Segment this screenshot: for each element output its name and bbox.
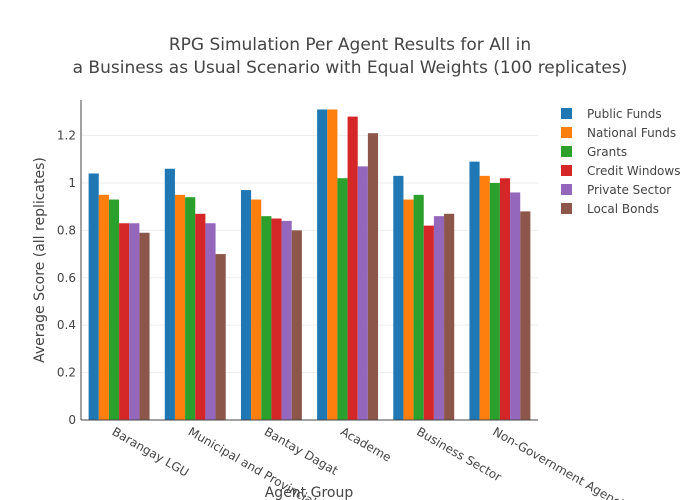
legend-swatch [561, 127, 572, 138]
gridlines [81, 135, 538, 374]
legend-swatch [561, 165, 572, 176]
x-tick-label: Bantay Dagat [262, 424, 341, 477]
legend-swatch [561, 203, 572, 214]
bar [88, 173, 99, 420]
legend-swatch [561, 184, 572, 195]
bar [174, 194, 186, 420]
y-tick-label: 0.4 [57, 318, 76, 332]
bar [215, 254, 226, 420]
bar [327, 109, 338, 421]
bar [291, 230, 302, 420]
y-tick-label: 0.6 [57, 271, 76, 285]
bar [205, 223, 216, 420]
bar [139, 232, 150, 420]
x-tick-label: Academe [338, 424, 394, 464]
bar [164, 168, 175, 420]
bar [489, 182, 500, 420]
bar [423, 225, 434, 420]
bar [444, 213, 455, 420]
bar [240, 190, 252, 420]
bar [261, 216, 272, 420]
y-tick-label: 0.8 [57, 223, 76, 237]
chart-title-line-1: RPG Simulation Per Agent Results for All… [169, 35, 531, 55]
legend-swatch [561, 108, 572, 119]
legend-label: Private Sector [587, 183, 671, 197]
bar [520, 211, 531, 420]
legend: Public Funds National Funds Grants Credit W… [561, 107, 680, 216]
y-tick-label: 1.2 [57, 129, 76, 143]
chart-title-line-2: a Business as Usual Scenario with Equal … [73, 58, 628, 78]
bar [317, 109, 328, 421]
y-tick-label: 0.2 [57, 366, 76, 380]
x-axis-title: Agent Group [265, 485, 354, 500]
bar [367, 133, 379, 420]
bar [403, 199, 414, 420]
y-tick-label: 0 [68, 413, 76, 427]
bar [195, 213, 206, 420]
legend-label: Credit Windows [587, 164, 680, 178]
legend-label: National Funds [587, 126, 676, 140]
bar [357, 166, 368, 420]
x-tick-label: Barangay LGU [110, 424, 192, 479]
y-tick-label: 1 [68, 176, 76, 190]
y-axis-title: Average Score (all replicates) [32, 157, 48, 363]
legend-label: Public Funds [587, 107, 662, 121]
bar [347, 116, 358, 420]
bar [393, 175, 404, 420]
bar [281, 220, 292, 420]
x-tick-label: Business Sector [414, 424, 504, 484]
bar [271, 218, 282, 420]
bar [251, 199, 262, 420]
bars [88, 109, 531, 421]
bar [108, 199, 120, 420]
bar [119, 223, 130, 420]
bar [433, 216, 445, 420]
bar [185, 197, 196, 420]
legend-label: Local Bonds [587, 202, 659, 216]
bar [413, 194, 424, 420]
bar [98, 194, 109, 420]
bar [479, 175, 490, 420]
bar [499, 178, 511, 420]
bar [337, 178, 348, 420]
legend-swatch [561, 146, 572, 157]
x-tick-label: Non-Government Agencies [490, 424, 637, 500]
legend-label: Grants [587, 145, 627, 159]
bar [129, 223, 140, 420]
bar [510, 192, 521, 420]
bar [469, 161, 480, 420]
